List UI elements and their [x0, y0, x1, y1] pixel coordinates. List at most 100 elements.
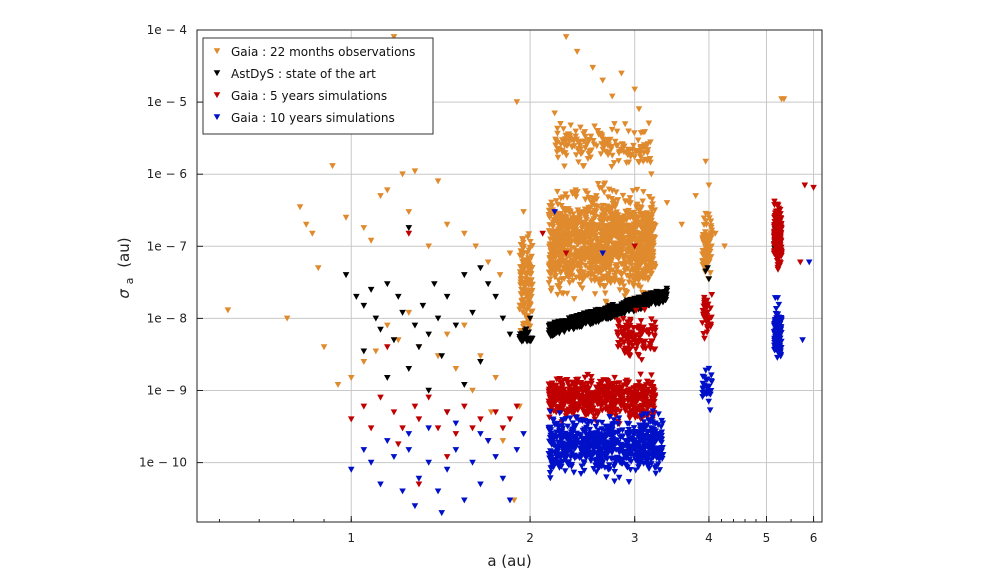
data-point — [557, 234, 564, 241]
data-point — [518, 286, 525, 293]
data-point — [640, 419, 648, 426]
data-point — [625, 159, 633, 166]
data-point — [591, 291, 599, 298]
data-point — [592, 423, 600, 430]
data-point — [342, 272, 350, 279]
data-point — [520, 257, 527, 264]
data-point — [774, 327, 781, 334]
data-point — [643, 430, 651, 437]
data-point — [611, 468, 619, 475]
data-point — [644, 329, 652, 336]
data-point — [360, 348, 368, 355]
data-point — [461, 403, 468, 410]
data-point — [638, 357, 645, 364]
data-point — [605, 272, 612, 279]
data-point — [656, 467, 664, 474]
data-point — [461, 497, 468, 504]
data-point — [574, 431, 582, 438]
data-point — [372, 315, 380, 322]
data-point — [522, 272, 530, 278]
data-point — [517, 272, 524, 279]
data-point — [425, 425, 432, 432]
data-point — [581, 242, 588, 249]
data-point — [523, 306, 530, 313]
data-point — [562, 219, 570, 226]
data-point — [595, 223, 603, 230]
data-point — [625, 479, 633, 486]
data-point — [550, 259, 557, 266]
data-point — [574, 322, 582, 329]
data-point — [452, 322, 460, 329]
data-point — [360, 447, 368, 454]
data-point — [592, 462, 599, 469]
data-point — [499, 475, 507, 482]
data-point — [415, 416, 423, 423]
data-point — [776, 317, 783, 324]
data-point — [705, 182, 713, 189]
data-point — [555, 385, 563, 392]
data-point — [622, 448, 629, 455]
data-point — [377, 326, 384, 333]
data-point — [631, 243, 639, 250]
data-point — [342, 214, 350, 221]
data-point — [550, 417, 557, 424]
data-point — [520, 431, 527, 438]
data-point — [469, 459, 476, 466]
data-point — [557, 270, 564, 277]
data-point — [372, 348, 380, 355]
data-point — [623, 377, 631, 384]
data-point — [367, 286, 375, 293]
data-point — [556, 410, 564, 417]
data-point — [703, 385, 711, 392]
data-point — [608, 163, 615, 170]
data-point — [586, 321, 594, 328]
data-point — [612, 447, 620, 454]
data-point — [610, 406, 617, 413]
data-point — [434, 488, 442, 495]
data-point — [581, 429, 589, 436]
data-point — [603, 392, 610, 398]
data-point — [554, 423, 562, 430]
data-point — [627, 153, 635, 160]
data-point — [637, 394, 645, 401]
data-point — [629, 439, 637, 446]
data-point — [583, 424, 590, 431]
data-point — [607, 146, 615, 153]
data-point — [591, 457, 599, 464]
data-point — [613, 128, 621, 135]
data-point — [619, 316, 627, 322]
data-point — [558, 220, 566, 227]
data-point — [622, 322, 630, 329]
data-point — [283, 315, 291, 322]
data-point — [615, 415, 623, 422]
data-point — [775, 218, 782, 225]
data-point — [546, 414, 553, 421]
data-point — [578, 384, 586, 391]
data-point — [592, 393, 599, 400]
data-point — [611, 400, 619, 407]
data-point — [590, 271, 597, 278]
data-point — [637, 144, 645, 150]
data-point — [528, 287, 536, 294]
data-point — [591, 123, 598, 130]
data-point — [650, 240, 657, 247]
data-point — [706, 407, 714, 414]
data-point — [548, 285, 555, 292]
data-point — [596, 185, 603, 192]
data-point — [640, 301, 647, 308]
data-point — [711, 230, 719, 237]
data-point — [578, 221, 585, 228]
data-point — [585, 151, 593, 158]
data-point — [546, 265, 554, 272]
data-point — [581, 262, 589, 269]
data-point — [642, 266, 649, 273]
data-point — [610, 463, 618, 470]
data-point — [519, 332, 527, 339]
data-point — [411, 322, 419, 329]
data-point — [526, 244, 534, 251]
data-point — [614, 197, 622, 204]
data-point — [615, 474, 623, 481]
data-point — [699, 320, 706, 327]
data-point — [551, 460, 559, 467]
data-point — [604, 194, 612, 201]
